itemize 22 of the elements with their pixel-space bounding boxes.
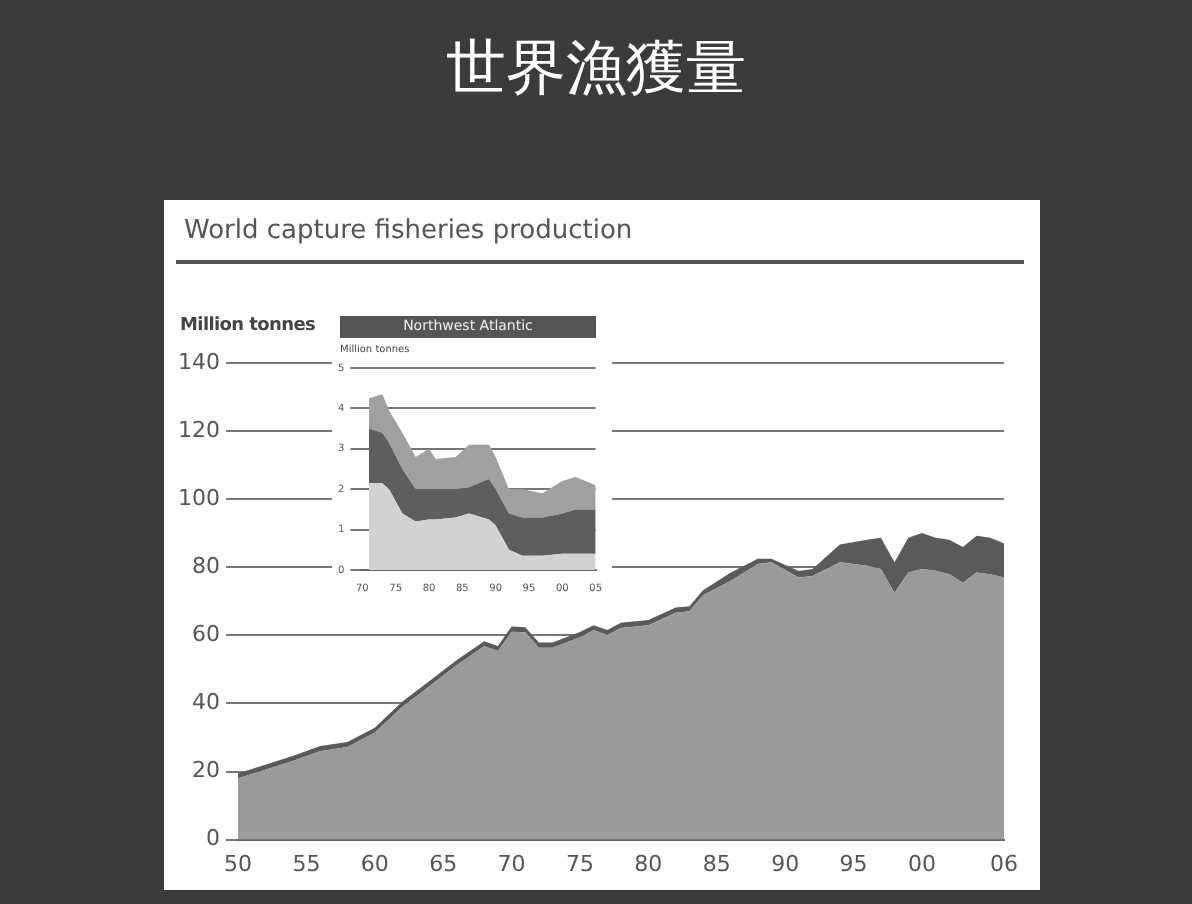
y-tick-label: 40: [191, 689, 220, 716]
chart-title: 世界漁獲量: [444, 32, 748, 108]
x-tick-label: 85: [702, 850, 731, 877]
x-tick-label: 00: [907, 850, 936, 877]
x-tick-label: 75: [565, 850, 594, 877]
chart-subtitle: World capture fisheries production: [184, 216, 633, 246]
y-tick-label: 0: [205, 825, 220, 852]
y-axis-title: Million tonnes: [180, 316, 316, 336]
x-tick-label: 55: [292, 850, 321, 877]
y-tick-label: 140: [177, 348, 220, 375]
x-tick-label: 50: [223, 850, 252, 877]
y-tick-label: 20: [191, 757, 220, 784]
y-tick-label: 60: [191, 621, 220, 648]
x-tick-label: 60: [360, 850, 389, 877]
x-tick-label: 90: [771, 850, 800, 877]
x-tick-label: 80: [634, 850, 663, 877]
y-tick-label: 120: [177, 416, 220, 443]
x-tick-label: 70: [497, 850, 526, 877]
x-tick-label: 65: [429, 850, 458, 877]
y-tick-label: 100: [177, 485, 220, 512]
x-tick-label: 06: [990, 850, 1018, 877]
x-tick-label: 95: [839, 850, 868, 877]
